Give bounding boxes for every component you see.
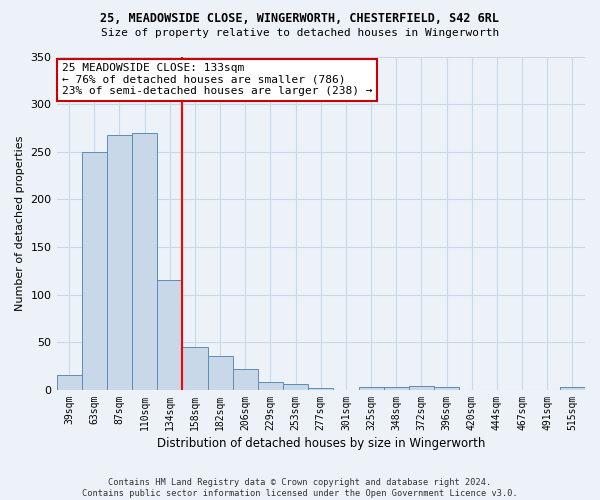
- Bar: [258, 382, 283, 390]
- Bar: [383, 387, 409, 390]
- Text: Contains HM Land Registry data © Crown copyright and database right 2024.
Contai: Contains HM Land Registry data © Crown c…: [82, 478, 518, 498]
- Text: 25, MEADOWSIDE CLOSE, WINGERWORTH, CHESTERFIELD, S42 6RL: 25, MEADOWSIDE CLOSE, WINGERWORTH, CHEST…: [101, 12, 499, 26]
- Bar: [434, 387, 459, 390]
- Bar: [359, 387, 383, 390]
- Text: Size of property relative to detached houses in Wingerworth: Size of property relative to detached ho…: [101, 28, 499, 38]
- X-axis label: Distribution of detached houses by size in Wingerworth: Distribution of detached houses by size …: [157, 437, 485, 450]
- Bar: [107, 134, 132, 390]
- Bar: [233, 369, 258, 390]
- Bar: [208, 356, 233, 390]
- Y-axis label: Number of detached properties: Number of detached properties: [15, 136, 25, 311]
- Bar: [56, 374, 82, 390]
- Bar: [283, 384, 308, 390]
- Bar: [308, 388, 334, 390]
- Bar: [560, 387, 585, 390]
- Bar: [157, 280, 182, 390]
- Bar: [182, 347, 208, 390]
- Text: 25 MEADOWSIDE CLOSE: 133sqm
← 76% of detached houses are smaller (786)
23% of se: 25 MEADOWSIDE CLOSE: 133sqm ← 76% of det…: [62, 63, 373, 96]
- Bar: [409, 386, 434, 390]
- Bar: [82, 152, 107, 390]
- Bar: [132, 132, 157, 390]
